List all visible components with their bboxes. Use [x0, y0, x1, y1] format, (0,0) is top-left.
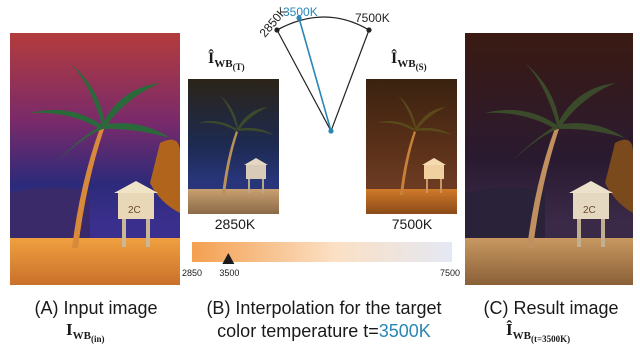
input-image-caption: (A) Input image	[6, 297, 186, 319]
arc-line-left	[277, 30, 331, 131]
temperature-min-label: 2850	[182, 268, 202, 278]
interpolation-caption-line2: color temperature t=3500K	[188, 320, 460, 342]
arc-label-right: 7500K	[355, 11, 390, 25]
input-image: 2C	[10, 33, 180, 285]
input-image-math: IWB(in)	[66, 320, 104, 345]
arc-line-right	[331, 30, 369, 131]
target-temperature-value: 3500K	[379, 321, 431, 341]
result-image: 2C	[465, 33, 633, 285]
arc-label-target: 3500K	[283, 5, 318, 19]
result-image-caption: (C) Result image	[462, 297, 640, 319]
interpolation-arc-diagram: 2850K 3500K 7500K	[215, 0, 435, 140]
result-image-math: ÎWB(t=3500K)	[506, 320, 570, 345]
arc-line-target	[299, 18, 331, 131]
temperature-bar	[190, 240, 460, 270]
temperature-max-label: 7500	[440, 268, 460, 278]
arc-point-right	[366, 27, 371, 32]
temperature-target-label: 3500	[219, 268, 239, 278]
tungsten-temperature-label: 2850K	[205, 216, 265, 232]
interpolation-caption-line1: (B) Interpolation for the target	[188, 297, 460, 319]
arc-origin	[328, 128, 333, 133]
shade-temperature-label: 7500K	[382, 216, 442, 232]
svg-text:2C: 2C	[583, 205, 596, 216]
svg-text:2C: 2C	[128, 205, 141, 216]
